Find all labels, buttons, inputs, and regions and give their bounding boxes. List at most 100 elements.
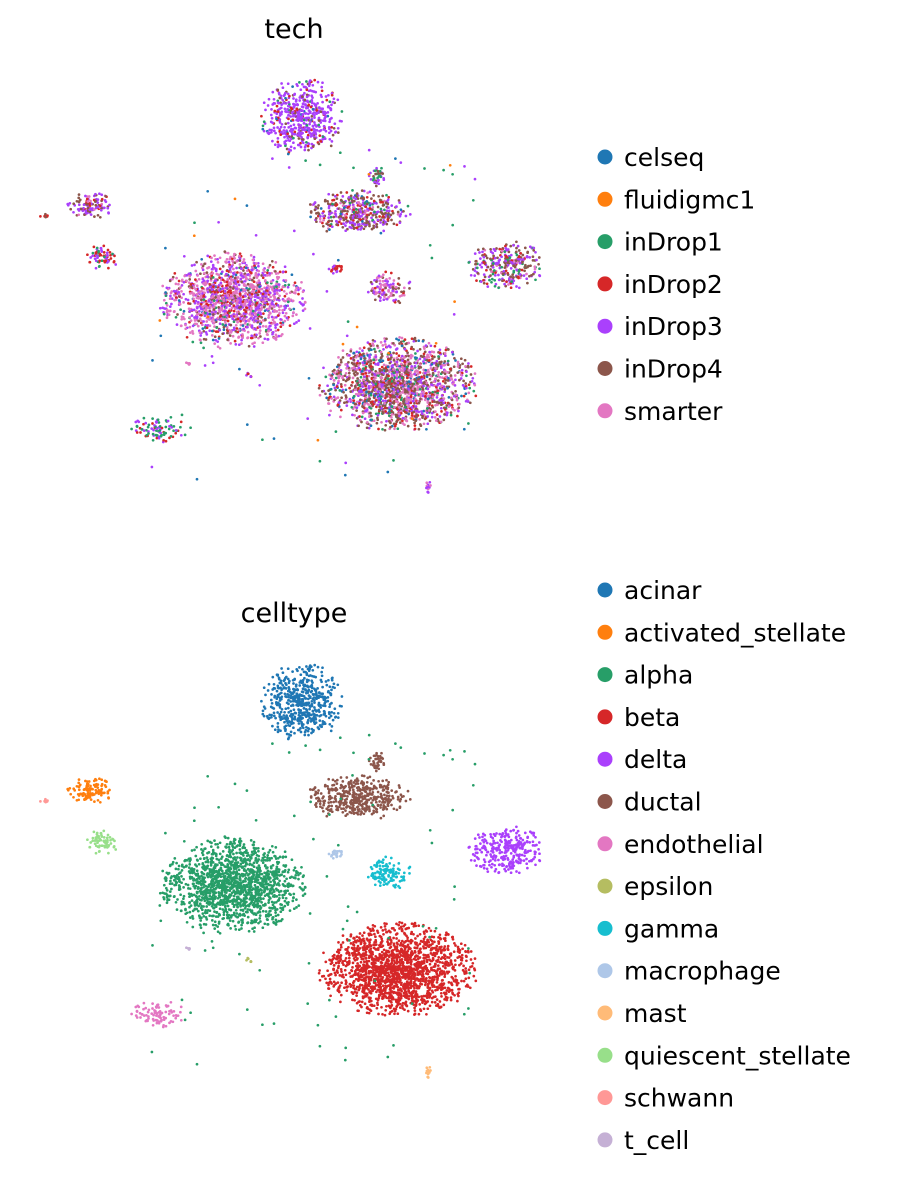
scatter-point-indrop3 [498,258,502,262]
scatter-point-indrop4 [86,209,90,213]
scatter-point-indrop2 [372,402,375,406]
scatter-point-smarter [291,299,295,303]
scatter-point-indrop3 [277,143,280,146]
scatter-point-indrop4 [305,93,309,97]
scatter-point-indrop4 [320,390,324,393]
scatter-point-indrop3 [214,279,218,282]
scatter-point-smarter [191,332,195,335]
scatter-point-smarter [386,355,389,359]
scatter-point-celseq [291,85,294,88]
scatter-point-indrop3 [241,274,244,278]
scatter-point-indrop3 [262,129,266,133]
scatter-point-indrop1 [354,208,358,211]
scatter-point-indrop1 [508,256,512,259]
scatter-point-smarter [327,402,331,405]
scatter-point-indrop2 [448,367,452,371]
scatter-point-smarter [381,344,385,347]
scatter-point-indrop4 [190,285,193,289]
scatter-point-indrop3 [469,273,473,277]
scatter-point-celseq [177,299,181,302]
scatter-point-indrop1 [359,375,363,379]
scatter-point-celseq [462,427,466,431]
scatter-point-smarter [162,298,166,302]
scatter-point-indrop3 [322,366,325,370]
scatter-point-indrop4 [327,389,330,392]
scatter-point-indrop3 [389,345,392,349]
scatter-point-indrop4 [369,411,372,415]
scatter-point-indrop3 [385,209,389,213]
scatter-point-smarter [455,398,459,402]
scatter-point-indrop3 [306,417,310,420]
scatter-point-smarter [89,199,92,203]
scatter-point-indrop2 [313,78,317,82]
scatter-point-indrop4 [221,265,225,268]
scatter-point-smarter [441,376,444,379]
scatter-point-smarter [244,292,247,296]
scatter-point-indrop4 [379,210,383,214]
scatter-point-celseq [426,397,430,401]
scatter-point-indrop3 [108,203,111,207]
scatter-point-indrop3 [384,279,387,283]
scatter-point-smarter [456,360,460,364]
scatter-point-smarter [191,329,194,333]
scatter-point-smarter [473,383,477,387]
scatter-point-indrop3 [327,206,331,210]
scatter-point-smarter [400,372,404,376]
scatter-point-indrop2 [393,424,397,428]
scatter-point-smarter [278,308,281,312]
scatter-point-indrop3 [284,132,287,135]
scatter-point-indrop2 [381,201,384,204]
scatter-point-indrop3 [298,131,301,135]
scatter-point-smarter [200,263,203,266]
scatter-point-indrop3 [298,99,302,102]
scatter-point-indrop2 [177,279,181,283]
scatter-point-indrop4 [398,421,402,424]
scatter-point-indrop3 [273,102,277,105]
scatter-point-indrop4 [400,290,403,294]
scatter-point-indrop1 [212,299,216,302]
scatter-point-indrop3 [367,148,371,152]
scatter-point-smarter [400,362,403,366]
scatter-point-indrop2 [92,245,96,249]
scatter-point-celseq [447,376,450,380]
scatter-point-smarter [276,277,280,281]
scatter-point-celseq [292,307,296,311]
scatter-point-smarter [285,292,288,296]
scatter-point-smarter [419,392,423,396]
scatter-point-indrop1 [490,280,493,284]
scatter-point-smarter [269,295,272,299]
scatter-point-indrop4 [389,213,393,217]
scatter-point-indrop3 [313,121,316,124]
scatter-point-indrop3 [303,112,307,115]
scatter-point-smarter [379,275,383,279]
scatter-point-indrop4 [371,379,375,383]
scatter-point-celseq [258,285,261,289]
scatter-point-smarter [275,335,278,339]
scatter-point-indrop2 [286,132,290,136]
scatter-point-indrop2 [373,286,377,290]
scatter-point-indrop3 [465,386,468,390]
scatter-point-smarter [209,272,213,276]
scatter-point-smarter [250,265,254,269]
scatter-point-indrop2 [261,276,265,280]
scatter-point-indrop2 [279,133,283,137]
scatter-point-indrop3 [525,277,529,281]
scatter-point-indrop1 [446,359,450,363]
scatter-point-indrop2 [221,278,225,282]
scatter-point-smarter [205,320,209,323]
scatter-point-indrop2 [462,394,466,398]
scatter-point-indrop3 [292,123,296,127]
scatter-point-indrop3 [84,209,88,213]
scatter-point-indrop3 [295,82,299,86]
scatter-point-smarter [392,368,395,371]
scatter-point-indrop3 [283,265,287,269]
scatter-point-indrop3 [283,93,286,97]
scatter-point-indrop4 [351,223,354,227]
scatter-point-smarter [422,422,426,426]
scatter-point-indrop4 [262,305,266,309]
scatter-point-indrop3 [350,226,353,230]
scatter-point-smarter [402,293,406,297]
scatter-point-indrop4 [264,318,267,322]
scatter-point-indrop3 [99,246,103,250]
scatter-point-indrop4 [385,222,389,226]
